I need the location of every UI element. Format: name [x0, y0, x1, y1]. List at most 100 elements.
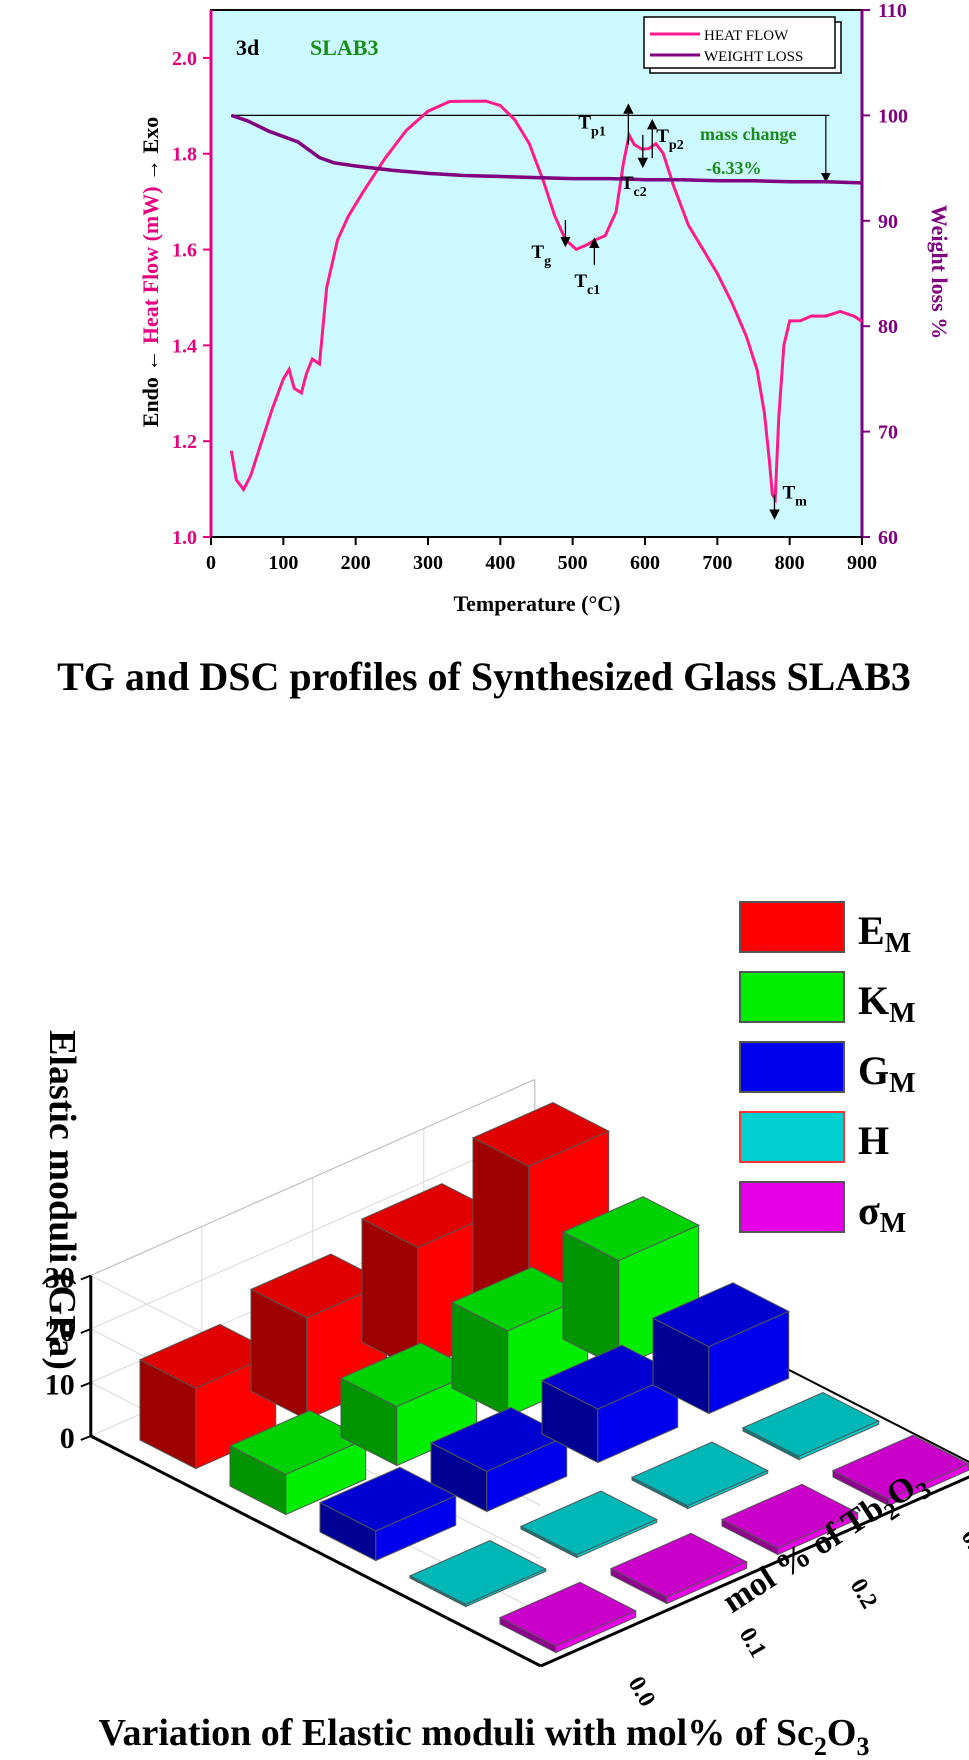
bar-H-0.1: [519, 1490, 658, 1559]
z-tick-label: 30: [45, 1262, 75, 1295]
series-axis-line: [90, 1434, 542, 1668]
z-tick-mark: [80, 1328, 92, 1334]
category-axis-line: [540, 1475, 969, 1668]
right-tick-label: 90: [878, 211, 898, 233]
left-tick-label: 1.2: [172, 431, 197, 453]
tp2-annotation: Tp2: [656, 126, 683, 153]
tm-annotation: Tm: [782, 483, 807, 510]
legend-label: σM: [858, 1188, 906, 1239]
bar-GM-0.2: [540, 1344, 679, 1464]
sample-label: SLAB3: [310, 35, 378, 60]
left-tick-label: 2.0: [172, 48, 197, 70]
x-tick-label: 500: [558, 552, 588, 574]
bar-front-face: [666, 1561, 748, 1605]
x-tick-label: 100: [268, 552, 298, 574]
bar-top-face: [630, 1441, 769, 1507]
dsc-tg-chart: 0 100 200 300 400 500 600 700 800 900 1.01.21.41.…: [138, 0, 952, 616]
weight-loss-series-line: [230, 113, 863, 185]
top-caption: TG and DSC profiles of Synthesized Glass…: [57, 654, 911, 699]
category-tick-label: 0.2: [845, 1574, 883, 1613]
legend-heat-flow-label: HEAT FLOW: [704, 28, 789, 44]
legend-swatch: [739, 971, 845, 1023]
category-tick-label: 0.1: [734, 1623, 772, 1662]
legend-swatch: [739, 1041, 845, 1093]
x-tick-label: 800: [775, 552, 805, 574]
right-tick-label: 100: [878, 105, 908, 127]
legend-label: GM: [858, 1048, 916, 1099]
bar-H-0.2: [630, 1441, 769, 1510]
bar-front-face: [465, 1568, 547, 1608]
bars-3d: [138, 1102, 969, 1654]
legend-swatch: [739, 901, 845, 953]
tp1-annotation: Tp1: [578, 113, 605, 140]
legend: HEAT FLOW WEIGHT LOSS: [643, 16, 842, 74]
z-tick-mark: [80, 1381, 92, 1388]
left-tick-label: 1.0: [172, 527, 197, 549]
z-tick-label: 20: [45, 1315, 75, 1348]
tg-annotation: Tg: [531, 242, 551, 269]
right-tick-label: 70: [878, 422, 898, 444]
x-tick-label: 400: [485, 552, 515, 574]
right-tick-label: 110: [878, 0, 907, 22]
x-tick-label: 300: [413, 552, 443, 574]
left-tick-label: 1.4: [172, 335, 197, 357]
bar-σM-0.0: [498, 1581, 637, 1654]
z-tick-label: 10: [45, 1369, 75, 1402]
right-tick-labels: 60 70 80 90 100 110: [862, 0, 908, 549]
bar-front-face: [798, 1420, 880, 1461]
z-axis-title: Elastic moduli (GPa): [41, 1030, 83, 1370]
x-tick-label: 900: [847, 552, 877, 574]
back-top-edge: [90, 1079, 536, 1276]
left-tick-label: 1.8: [172, 144, 197, 166]
bar-σM-0.2: [720, 1483, 859, 1556]
category-tick-label: 0.3: [956, 1525, 969, 1564]
x-axis-title: Temperature (°C): [453, 591, 620, 616]
bar-top-face: [498, 1581, 637, 1647]
z-tick-mark: [80, 1274, 92, 1281]
heat-flow-series-line: [229, 99, 863, 504]
bar-GM-0.1: [429, 1407, 568, 1513]
right-tick-label: 60: [878, 527, 898, 549]
bar-legend: EM KM GM HσM: [739, 901, 916, 1239]
bar-front-face: [576, 1518, 658, 1559]
mass-change-value: -6.33%: [706, 158, 762, 178]
plot-area: [210, 9, 863, 538]
bar-GM-0.3: [651, 1282, 790, 1415]
x-tick-labels: 0 100 200 300 400 500 600 700 800 900: [206, 537, 877, 574]
bar-top-face: [519, 1490, 658, 1556]
category-tick-label: 0.0: [623, 1672, 661, 1711]
right-axis-title: Weight loss %: [927, 205, 952, 339]
legend-label: EM: [858, 908, 911, 959]
bar-KM-0.3: [561, 1196, 700, 1369]
bar-front-face: [777, 1512, 859, 1556]
bar-top-face: [408, 1540, 547, 1605]
transition-arrows: [560, 103, 780, 520]
x-tick-label: 200: [341, 552, 371, 574]
legend-swatch: [739, 1111, 845, 1163]
bar-GM-0.0: [318, 1466, 457, 1562]
z-tick-label: 0: [60, 1422, 75, 1455]
x-tick-label: 0: [206, 552, 216, 574]
category-axis-title: mol % of Tb2O3: [716, 1462, 936, 1626]
elastic-moduli-3d-chart: 0 10 20 30 0.0 0.1 0.2 0.3 Elastic moduli (GPa…: [41, 808, 969, 1711]
left-axis-title: Endo ← Heat Flow (mW) → Exo: [138, 117, 163, 427]
z-tick-labels: 0 10 20 30: [45, 1262, 92, 1455]
left-tick-label: 1.6: [172, 240, 197, 262]
panel-label: 3d: [236, 35, 259, 60]
bar-front-face: [687, 1469, 769, 1510]
mass-change-label: mass change: [700, 124, 797, 144]
bar-KM-0.1: [339, 1342, 478, 1467]
right-tick-label: 80: [878, 316, 898, 338]
x-tick-label: 700: [702, 552, 732, 574]
bar-front-face: [708, 1310, 790, 1415]
bar-front-face: [555, 1610, 637, 1654]
x-tick-label: 600: [630, 552, 660, 574]
legend-swatch: [739, 1181, 845, 1233]
tc1-annotation: Tc1: [574, 271, 600, 298]
tc2-annotation: Tc2: [621, 173, 647, 200]
bar-H-0.3: [741, 1391, 880, 1461]
left-tick-labels: 1.0 1.2 1.4 1.6 1.8 2.0: [172, 48, 211, 549]
legend-label: KM: [858, 978, 916, 1029]
bar-σM-0.1: [609, 1532, 748, 1605]
